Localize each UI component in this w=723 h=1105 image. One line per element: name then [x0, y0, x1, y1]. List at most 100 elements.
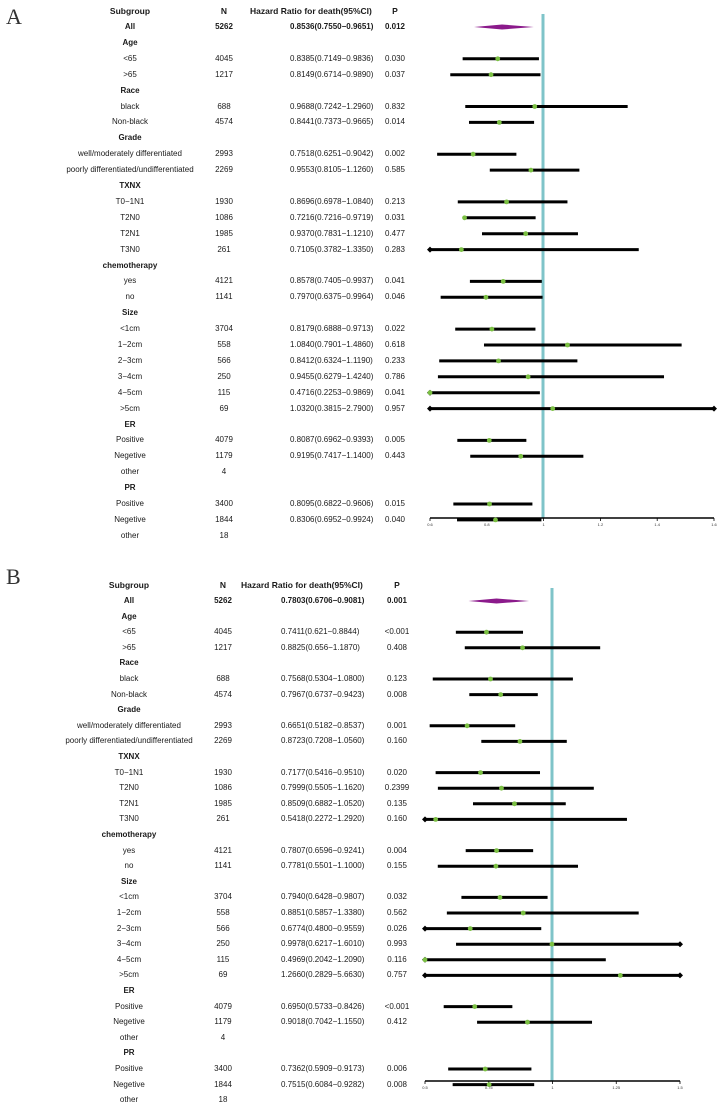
row-p-value: 0.005	[384, 435, 406, 445]
row-group-label: Race	[119, 658, 139, 668]
row-hr-ci: 0.8095(0.6822−0.9606)	[290, 499, 374, 508]
row-label: yes	[123, 276, 137, 286]
row-group-label: TXNX	[118, 752, 140, 761]
row-label: >65	[123, 69, 137, 79]
row-n: 1141	[215, 292, 233, 302]
row-label: Positive	[115, 435, 144, 445]
row-hr-ci: 0.7568(0.5304−1.0800)	[281, 674, 365, 683]
row-group-label: Grade	[117, 705, 141, 715]
header-p: P	[392, 6, 398, 16]
row-n: 1930	[215, 196, 233, 206]
row-hr-ci: 0.7216(0.7216−0.9719)	[290, 212, 374, 222]
row-label: >5cm	[120, 403, 140, 413]
row-hr-ci: 0.8149(0.6714−0.9890)	[290, 69, 374, 79]
row-p-value: 0.046	[384, 292, 406, 302]
row-n: 4121	[215, 276, 233, 286]
x-tick-label: 1	[542, 522, 545, 527]
row-n: 1844	[215, 514, 233, 524]
row-group-label: Size	[120, 876, 137, 886]
row-n: 688	[217, 101, 231, 111]
row-n: 4079	[214, 1001, 232, 1011]
row-n: 115	[216, 954, 230, 964]
row-n: 558	[216, 908, 230, 917]
point-estimate	[493, 863, 499, 869]
point-estimate	[497, 895, 503, 900]
x-tick-label: 0.5	[422, 1085, 428, 1090]
row-label: Positive	[114, 1001, 143, 1011]
point-estimate	[433, 817, 439, 822]
row-n: 2993	[214, 720, 232, 730]
row-n: 2993	[215, 149, 233, 159]
row-hr-ci: 0.8179(0.6888−0.9713)	[290, 324, 374, 334]
row-hr-ci: 0.7807(0.6596−0.9241)	[281, 845, 365, 855]
row-group-label: Race	[120, 85, 140, 95]
point-estimate	[565, 342, 570, 348]
point-estimate	[472, 1004, 478, 1009]
row-label: Negetive	[113, 1017, 145, 1027]
row-label: poorly differentiated/undifferentiated	[66, 165, 194, 175]
row-n: 5262	[215, 22, 233, 31]
row-p-value: 0.002	[384, 149, 406, 159]
point-estimate	[496, 120, 502, 125]
ci-truncation-marker	[422, 816, 428, 823]
row-label: T2N0	[120, 212, 140, 222]
row-group-label: Age	[121, 611, 137, 621]
row-hr-ci: 0.4716(0.2253−0.9869)	[290, 387, 374, 397]
row-p-value: 0.030	[384, 53, 406, 63]
row-n: 3400	[215, 499, 233, 508]
row-n: 115	[217, 387, 231, 397]
point-estimate	[488, 72, 494, 78]
row-hr-ci: 0.8578(0.7405−0.9937)	[290, 276, 374, 286]
row-hr-ci: 0.9553(0.8105−1.1260)	[290, 165, 374, 175]
row-label: <65	[123, 53, 137, 63]
row-n: 4	[220, 1032, 226, 1042]
row-p-value: 0.015	[384, 499, 406, 508]
row-group-label: Grade	[118, 133, 142, 143]
row-n: 18	[218, 1095, 228, 1105]
row-hr-ci: 1.2660(0.2829−5.6630)	[281, 970, 365, 980]
row-label: well/moderately differentiated	[78, 149, 182, 159]
row-hr-ci: 0.8536(0.7550−0.9651)	[290, 22, 374, 31]
point-estimate	[486, 1082, 492, 1087]
row-hr-ci: 0.7781(0.5501−1.1000)	[281, 861, 365, 871]
ci-truncation-marker	[677, 941, 683, 948]
row-hr-ci: 0.9018(0.7042−1.1550)	[281, 1017, 365, 1027]
row-p-value: 0.037	[384, 69, 406, 79]
row-label: 1−2cm	[116, 908, 142, 917]
row-p-value: 0.443	[384, 451, 406, 461]
point-estimate	[484, 629, 489, 635]
point-estimate	[496, 358, 501, 364]
row-n: 1141	[214, 861, 232, 871]
row-group-label: PR	[123, 1048, 135, 1058]
row-hr-ci: 0.8723(0.7208−1.0560)	[281, 736, 365, 746]
row-n: 1086	[215, 212, 233, 222]
point-estimate	[495, 56, 501, 62]
row-n: 18	[219, 530, 229, 540]
row-n: 261	[217, 244, 231, 254]
row-p-value: 0.040	[384, 514, 406, 524]
row-hr-ci: 0.7177(0.5416−0.9510)	[281, 767, 365, 777]
row-n: 1985	[214, 798, 232, 808]
x-tick-label: 1.2	[598, 522, 604, 527]
row-label: Positive	[114, 1064, 143, 1073]
row-p-value: 0.004	[386, 845, 408, 855]
row-n: 1844	[214, 1079, 232, 1089]
row-p-value: 0.233	[384, 355, 406, 365]
row-p-value: 0.408	[386, 642, 408, 652]
point-estimate	[489, 326, 495, 332]
row-group-label: TXNX	[119, 181, 141, 190]
row-label: Non-black	[111, 117, 148, 127]
point-estimate	[464, 723, 470, 729]
row-p-value: 0.757	[386, 970, 408, 980]
row-label: Negetive	[114, 514, 146, 524]
row-n: 4121	[214, 845, 232, 855]
row-hr-ci: 0.7999(0.5505−1.1620)	[281, 783, 365, 793]
row-n: 4	[221, 467, 227, 477]
x-tick-label: 0.75	[485, 1085, 494, 1090]
row-n: 4045	[215, 53, 233, 63]
row-group-label: chemotherapy	[102, 260, 158, 270]
row-hr-ci: 0.8851(0.5857−1.3380)	[281, 908, 365, 917]
row-group-label: All	[123, 596, 135, 605]
row-p-value: 0.014	[384, 117, 406, 127]
row-p-value: 0.155	[386, 861, 408, 871]
